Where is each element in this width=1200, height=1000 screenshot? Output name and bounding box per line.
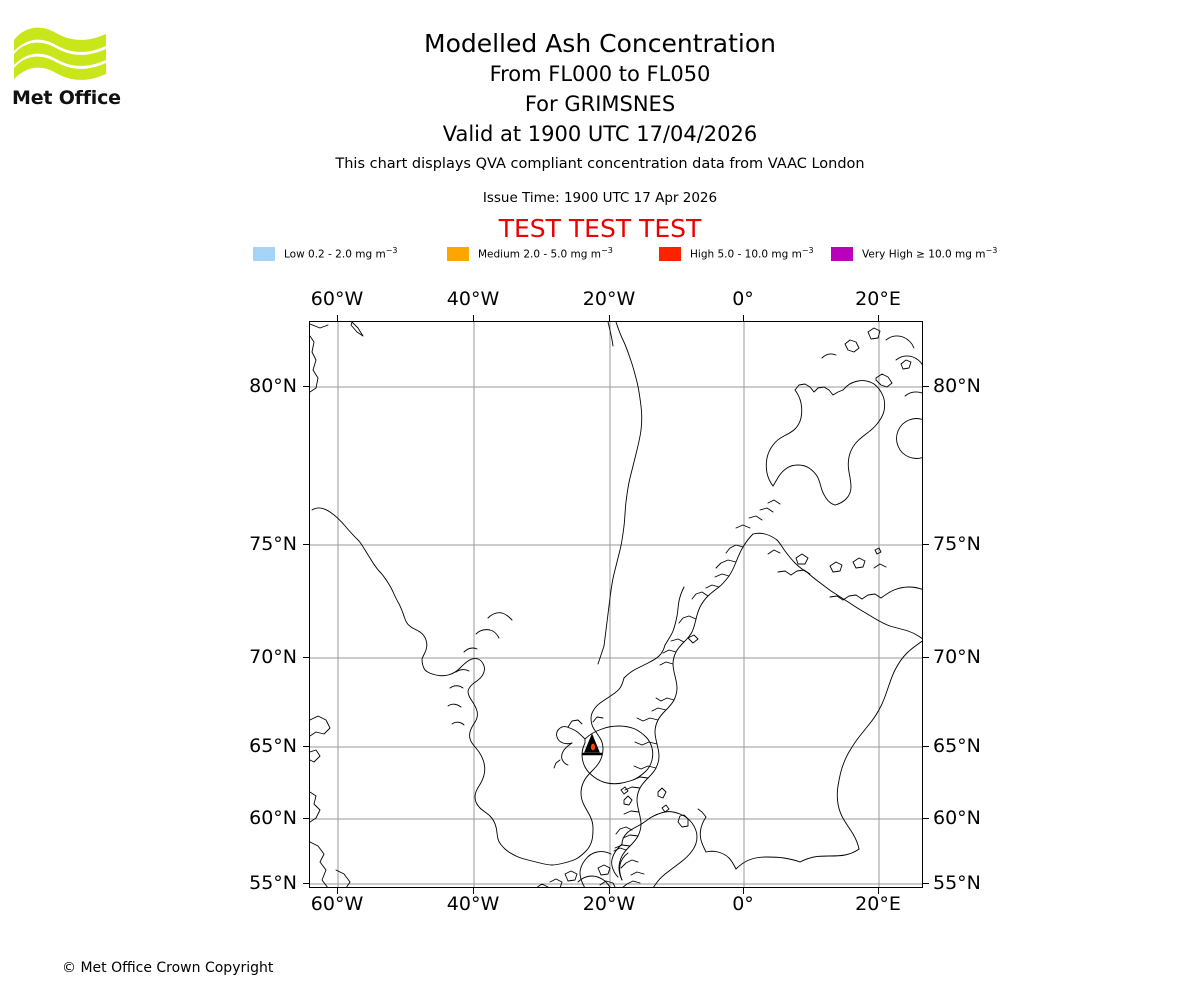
- map-frame: [309, 321, 923, 888]
- volcano-name: For GRIMSNES: [524, 92, 676, 116]
- legend-label-high: High 5.0 - 10.0 mg m−3: [690, 246, 814, 261]
- tick-lon-bot-3: [609, 888, 610, 894]
- lat-label-left-70n: 70°N: [249, 646, 297, 668]
- tick-lon-top-4: [743, 315, 744, 321]
- legend-label-medium: Medium 2.0 - 5.0 mg m−3: [478, 246, 613, 261]
- tick-lon-top-5: [878, 315, 879, 321]
- tick-lat-left-60: [303, 818, 309, 819]
- lat-label-right-60n: 60°N: [933, 807, 981, 829]
- tick-lon-bot-2: [473, 888, 474, 894]
- flight-level-range: From FL000 to FL050: [489, 62, 711, 86]
- volcano-marker-grimsnes: [582, 733, 602, 756]
- tick-lat-left-75: [303, 544, 309, 545]
- lat-label-right-70n: 70°N: [933, 646, 981, 668]
- lat-label-left-80n: 80°N: [249, 375, 297, 397]
- lat-label-left-75n: 75°N: [249, 533, 297, 555]
- tick-lat-right-60: [923, 818, 929, 819]
- lon-label-top-20e: 20°E: [855, 288, 901, 310]
- lat-label-left-55n: 55°N: [249, 872, 297, 894]
- test-banner: TEST TEST TEST: [498, 214, 702, 243]
- legend-swatch-high: [659, 246, 681, 261]
- tick-lat-right-65: [923, 746, 929, 747]
- lat-label-right-55n: 55°N: [933, 872, 981, 894]
- lon-label-bottom-20e: 20°E: [855, 893, 901, 915]
- tick-lon-bot-5: [878, 888, 879, 894]
- tick-lat-left-80: [303, 386, 309, 387]
- lon-label-top-40w: 40°W: [446, 288, 500, 310]
- issue-time: Issue Time: 1900 UTC 17 Apr 2026: [482, 190, 718, 206]
- tick-lon-top-3: [609, 315, 610, 321]
- chart-description: This chart displays QVA compliant concen…: [335, 156, 865, 172]
- lon-label-bottom-40w: 40°W: [446, 893, 500, 915]
- map-canvas: [310, 322, 922, 887]
- tick-lat-left-55: [303, 883, 309, 884]
- tick-lon-bot-1: [337, 888, 338, 894]
- legend-item-high: High 5.0 - 10.0 mg m−3: [659, 243, 814, 261]
- lat-label-right-65n: 65°N: [933, 735, 981, 757]
- tick-lat-left-70: [303, 657, 309, 658]
- title-block: Modelled Ash Concentration From FL000 to…: [0, 28, 1200, 149]
- valid-time: Valid at 1900 UTC 17/04/2026: [442, 122, 758, 146]
- lon-label-bottom-20w: 20°W: [582, 893, 636, 915]
- tick-lat-right-80: [923, 386, 929, 387]
- legend-item-medium: Medium 2.0 - 5.0 mg m−3: [447, 243, 613, 261]
- legend-swatch-medium: [447, 246, 469, 261]
- legend-label-low: Low 0.2 - 2.0 mg m−3: [284, 246, 398, 261]
- lon-label-top-60w: 60°W: [310, 288, 364, 310]
- lat-label-right-75n: 75°N: [933, 533, 981, 555]
- met-office-logo-text: Met Office: [12, 87, 121, 109]
- lon-label-top-20w: 20°W: [582, 288, 636, 310]
- tick-lat-right-55: [923, 883, 929, 884]
- map-container: 60°W 40°W 20°W 0° 20°E 60°W 40°W 20°W 0°…: [249, 288, 981, 915]
- graticule: [310, 322, 922, 887]
- lat-label-left-65n: 65°N: [249, 735, 297, 757]
- lon-label-bottom-60w: 60°W: [310, 893, 364, 915]
- concentration-legend: Low 0.2 - 2.0 mg m−3 Medium 2.0 - 5.0 mg…: [253, 243, 997, 261]
- legend-item-very-high: Very High ≥ 10.0 mg m−3: [831, 243, 998, 261]
- lat-label-left-60n: 60°N: [249, 807, 297, 829]
- met-office-logo: Met Office: [12, 24, 202, 114]
- met-office-wave-mark: [14, 27, 106, 80]
- lon-label-bottom-0: 0°: [732, 893, 754, 915]
- tick-lat-right-75: [923, 544, 929, 545]
- legend-label-very-high: Very High ≥ 10.0 mg m−3: [862, 246, 998, 261]
- lat-label-right-80n: 80°N: [933, 375, 981, 397]
- legend-item-low: Low 0.2 - 2.0 mg m−3: [253, 243, 398, 261]
- page-title: Modelled Ash Concentration: [424, 29, 776, 58]
- copyright-footer: © Met Office Crown Copyright: [62, 960, 274, 976]
- legend-swatch-very-high: [831, 246, 853, 261]
- tick-lon-bot-4: [743, 888, 744, 894]
- tick-lon-top-1: [337, 315, 338, 321]
- lon-label-top-0: 0°: [732, 288, 754, 310]
- tick-lat-left-65: [303, 746, 309, 747]
- volcano-plume-icon: [590, 743, 596, 751]
- legend-swatch-low: [253, 246, 275, 261]
- tick-lat-right-70: [923, 657, 929, 658]
- tick-lon-top-2: [473, 315, 474, 321]
- coastlines: [310, 322, 922, 887]
